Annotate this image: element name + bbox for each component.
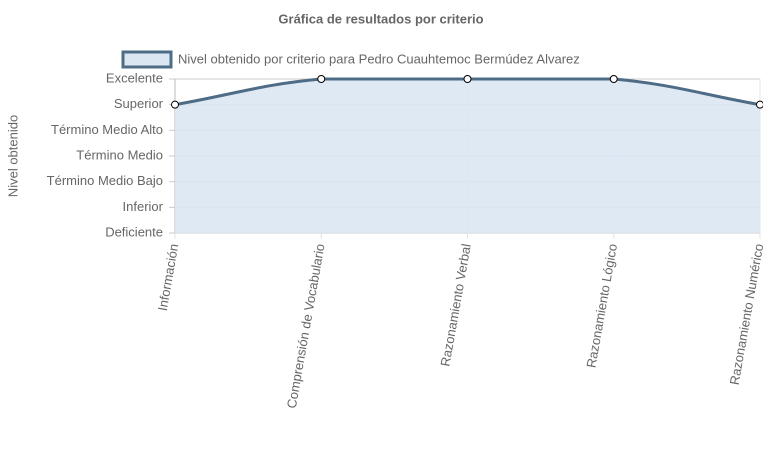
- y-tick-label: Término Medio Bajo: [47, 173, 163, 188]
- x-tick-label: Razonamiento Lógico: [583, 243, 620, 369]
- point: [171, 100, 179, 109]
- area: [175, 79, 760, 233]
- point: [463, 75, 472, 83]
- x-tick-label: Razonamiento Numérico: [727, 243, 763, 387]
- legend-label: Nivel obtenido por criterio para Pedro C…: [178, 51, 580, 66]
- x-tick-label: Comprensión de Vocabulario: [284, 243, 328, 410]
- y-axis-label: Nivel obtenido: [5, 115, 20, 197]
- point: [609, 75, 618, 83]
- y-tick-label: Excelente: [106, 70, 163, 85]
- y-tick-label: Inferior: [123, 199, 164, 214]
- x-tick-label: Información: [155, 243, 182, 312]
- y-tick-label: Término Medio Alto: [51, 122, 163, 137]
- y-tick-label: Término Medio: [76, 147, 163, 162]
- y-tick-label: Deficiente: [105, 224, 163, 239]
- chart-title: Gráfica de resultados por criterio: [278, 11, 483, 26]
- point: [317, 75, 326, 83]
- point: [756, 100, 763, 109]
- y-tick-label: Superior: [114, 96, 164, 111]
- legend-swatch: [121, 50, 173, 69]
- x-tick-label: Razonamiento Verbal: [437, 242, 473, 367]
